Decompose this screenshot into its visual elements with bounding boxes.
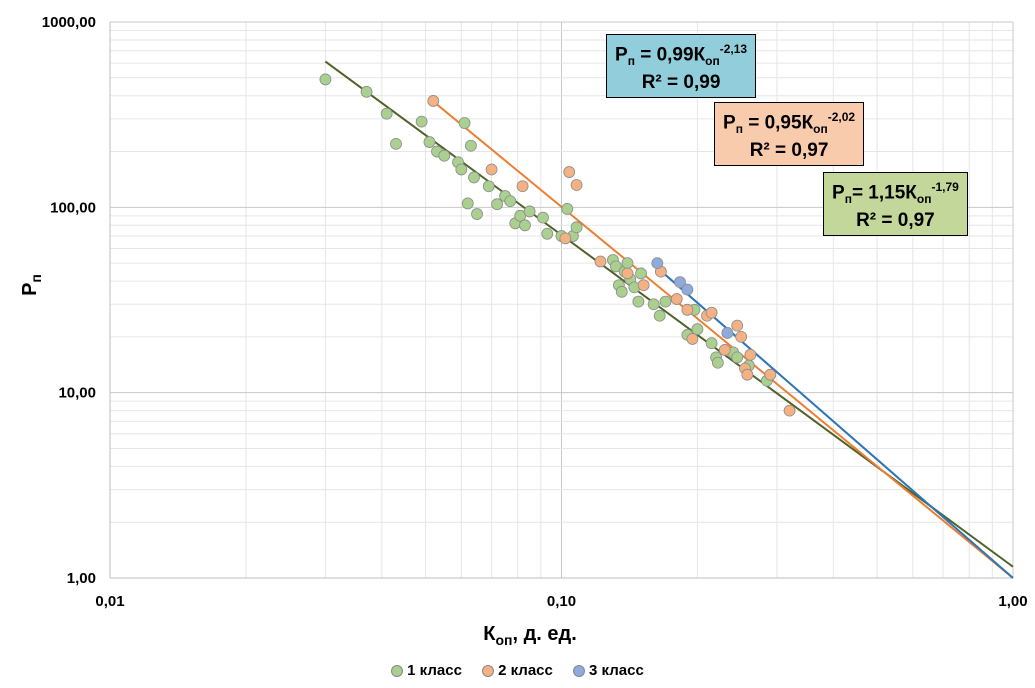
data-point xyxy=(610,260,622,273)
equation-line: Рп = 0,95Коп-2,02 xyxy=(723,110,856,137)
x-axis-title-sub: оп xyxy=(495,632,512,648)
y-tick-label: 1,00 xyxy=(67,570,96,587)
tick-labels: 0,01 0,10 1,00 1,00 10,00 100,00 1000,00 xyxy=(42,14,1028,610)
data-point xyxy=(711,356,724,369)
data-point xyxy=(744,348,757,361)
trendlines xyxy=(324,60,1014,579)
data-point xyxy=(718,344,731,356)
data-point xyxy=(659,295,672,308)
data-point xyxy=(541,227,554,240)
y-axis-title: Рп xyxy=(19,274,44,296)
trendline xyxy=(432,100,1014,579)
x-tick-label: 0,10 xyxy=(547,593,576,610)
data-point xyxy=(691,323,704,336)
y-tick-label: 10,00 xyxy=(58,385,96,402)
data-point xyxy=(523,205,536,218)
data-point xyxy=(594,255,607,268)
legend-item-class3[interactable]: 3 класс xyxy=(573,662,644,679)
data-point xyxy=(537,211,549,224)
data-point xyxy=(561,203,574,215)
data-point xyxy=(570,221,583,234)
x-tick-label: 0,01 xyxy=(95,593,124,610)
data-point xyxy=(465,139,477,152)
data-point xyxy=(482,180,495,193)
data-points xyxy=(319,73,796,417)
r2-line: R² = 0,97 xyxy=(856,210,935,232)
data-point xyxy=(735,330,748,343)
equation-box-class1: Рп= 1,15Коп-1,79 R² = 0,97 xyxy=(823,172,968,237)
equation-box-class2: Рп = 0,95Коп-2,02 R² = 0,97 xyxy=(714,102,865,167)
data-point xyxy=(471,208,483,220)
legend: 1 класс 2 класс 3 класс xyxy=(0,662,1035,679)
data-point xyxy=(705,337,718,350)
data-point xyxy=(458,117,471,129)
data-point xyxy=(491,198,503,211)
data-point xyxy=(681,303,694,316)
data-point xyxy=(651,257,664,270)
data-point xyxy=(670,293,683,305)
data-point xyxy=(681,283,694,296)
data-point xyxy=(468,171,480,184)
data-point xyxy=(485,163,498,176)
r2-line: R² = 0,97 xyxy=(749,140,829,162)
y-tick-label: 1000,00 xyxy=(42,14,96,31)
data-point xyxy=(637,279,650,292)
data-point xyxy=(427,95,440,107)
data-point xyxy=(570,179,583,191)
x-axis-title-rest: , д. ед. xyxy=(512,623,576,645)
data-point xyxy=(764,368,777,381)
data-point xyxy=(731,351,744,364)
data-point xyxy=(705,306,718,319)
grid xyxy=(109,21,1014,579)
data-point xyxy=(647,298,660,311)
trendline xyxy=(656,267,1014,579)
data-point xyxy=(731,319,744,332)
data-point xyxy=(455,163,468,176)
data-point xyxy=(615,285,628,298)
equation-line: Рп= 1,15Коп-1,79 xyxy=(832,180,959,207)
x-tick-label: 1,00 xyxy=(998,593,1027,610)
data-point xyxy=(621,267,634,280)
legend-item-class1[interactable]: 1 класс xyxy=(391,662,462,679)
data-point xyxy=(741,368,754,381)
data-point xyxy=(635,267,647,280)
legend-marker-class3 xyxy=(573,665,586,678)
data-point xyxy=(632,295,645,308)
legend-marker-class1 xyxy=(391,665,404,678)
data-point xyxy=(438,149,451,162)
y-axis-title-sub: п xyxy=(28,274,44,282)
data-point xyxy=(461,197,474,210)
data-point xyxy=(380,107,393,120)
legend-item-class2[interactable]: 2 класс xyxy=(482,662,553,679)
x-axis-title: Коп, д. ед. xyxy=(483,623,577,648)
legend-marker-class2 xyxy=(482,665,495,678)
data-point xyxy=(563,166,576,178)
equation-box-class3: Рп = 0,99Коп-2,13 R² = 0,99 xyxy=(606,34,757,99)
data-point xyxy=(621,257,634,270)
data-point xyxy=(519,219,531,232)
data-point xyxy=(653,309,666,322)
data-point xyxy=(674,276,686,288)
y-tick-label: 100,00 xyxy=(50,199,96,216)
data-point xyxy=(559,232,572,245)
data-point xyxy=(319,73,332,86)
r2-line: R² = 0,99 xyxy=(641,72,721,94)
data-point xyxy=(390,137,402,150)
data-point xyxy=(783,404,796,417)
data-point xyxy=(423,136,436,148)
data-point xyxy=(686,333,699,345)
data-point xyxy=(360,85,373,98)
equation-line: Рп = 0,99Коп-2,13 xyxy=(615,42,748,69)
data-point xyxy=(516,180,529,193)
axes xyxy=(109,22,1013,579)
data-point xyxy=(415,115,428,128)
data-point xyxy=(504,195,517,208)
data-point xyxy=(721,327,734,339)
